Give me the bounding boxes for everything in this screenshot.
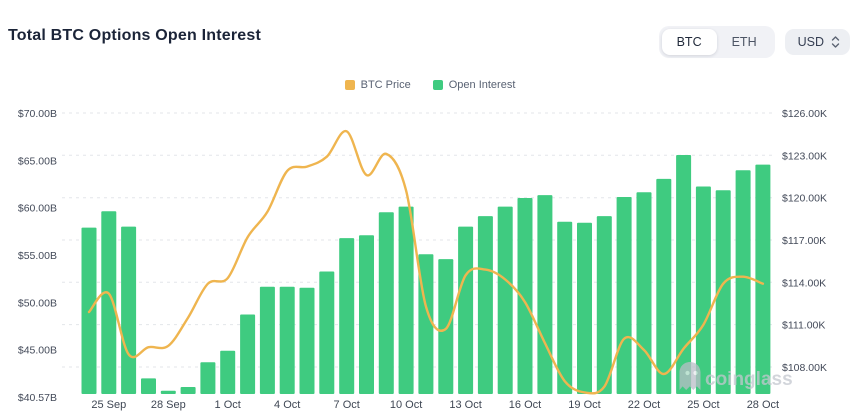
bar[interactable] [695,186,711,395]
x-axis-tick: 1 Oct [215,399,241,411]
x-axis-tick: 25 Oct [687,399,719,411]
left-axis-tick: $40.57B [18,392,57,404]
left-axis-tick: $70.00B [18,108,57,120]
right-axis-tick: $108.00K [782,362,827,374]
x-axis-tick: 16 Oct [509,399,541,411]
chart-controls: BTC ETH USD [658,26,850,58]
right-axis-labels: $126.00K $123.00K $120.00K $117.00K $114.00K… [782,108,827,374]
bar[interactable] [121,226,137,394]
chart-area: coinglass $70.00B $65.00B $60.00B $55.00B $50… [0,100,860,418]
bar[interactable] [398,206,414,394]
bar[interactable] [200,362,216,394]
bar[interactable] [755,164,771,394]
price-line[interactable] [87,130,765,395]
bar[interactable] [279,286,295,394]
left-axis-labels: $70.00B $65.00B $60.00B $55.00B $50.00B $45.0… [18,108,57,404]
left-axis-tick: $55.00B [18,250,57,262]
x-axis-tick: 7 Oct [334,399,360,411]
right-axis-tick: $120.00K [782,193,827,205]
legend-label: BTC Price [360,79,411,91]
x-axis-tick: 25 Sep [91,399,126,411]
bar[interactable] [676,155,692,394]
right-axis-tick: $123.00K [782,150,827,162]
left-axis-tick: $60.00B [18,203,57,215]
x-axis-tick: 19 Oct [568,399,600,411]
bar[interactable] [596,216,612,394]
bar[interactable] [497,206,513,394]
bar[interactable] [339,238,355,394]
bar[interactable] [616,197,632,394]
left-axis-tick: $45.00B [18,345,57,357]
watermark-text: coinglass [705,369,793,390]
bar[interactable] [378,212,394,394]
x-axis-tick: 10 Oct [390,399,422,411]
bar[interactable] [438,259,454,394]
left-axis-tick: $65.00B [18,155,57,167]
legend-item-open-interest[interactable]: Open Interest [432,79,516,91]
toggle-eth[interactable]: ETH [731,35,757,49]
bar[interactable] [359,235,374,394]
bar[interactable] [220,350,236,394]
bar[interactable] [477,216,493,394]
bar[interactable] [735,170,751,394]
right-axis-tick: $111.00K [782,320,825,332]
bar[interactable] [101,211,117,394]
currency-select[interactable]: USD [784,29,850,55]
bar[interactable] [636,192,652,394]
legend-label: Open Interest [448,79,516,91]
sort-chevrons-icon [831,35,840,49]
legend-item-btc-price[interactable]: BTC Price [344,79,411,91]
bar[interactable] [557,221,573,394]
bar[interactable] [458,226,474,394]
currency-label: USD [797,35,824,49]
asset-toggle: BTC ETH [658,26,775,58]
right-axis-tick: $114.00K [782,277,826,289]
bar[interactable] [299,287,315,394]
left-axis-tick: $50.00B [18,297,57,309]
bar[interactable] [656,178,672,394]
toggle-btc[interactable]: BTC [661,29,717,55]
x-axis-tick: 13 Oct [449,399,481,411]
open-interest-swatch [432,80,443,90]
bar[interactable] [715,190,731,394]
bar[interactable] [259,286,275,394]
chart-plot[interactable]: coinglass $70.00B $65.00B $60.00B $55.00B $50… [0,100,860,418]
bar[interactable] [537,195,553,394]
bar[interactable] [577,222,592,394]
btc-price-swatch [344,80,355,90]
bar[interactable] [517,198,533,394]
ghost-icon [679,362,701,390]
x-axis-tick: 22 Oct [628,399,660,411]
chart-legend: BTC Price Open Interest [0,79,860,91]
x-axis-tick: 4 Oct [274,399,300,411]
right-axis-tick: $126.00K [782,108,827,120]
bars-series [81,155,771,395]
x-axis-tick: 28 Oct [747,399,779,411]
x-axis-tick: 28 Sep [151,399,186,411]
bar[interactable] [160,390,176,394]
bar[interactable] [319,271,335,395]
bar[interactable] [141,378,156,394]
watermark: coinglass [679,362,793,390]
bar[interactable] [180,387,196,394]
x-axis-labels: 25 Sep 28 Sep 1 Oct 4 Oct 7 Oct 10 Oct 13 Oct 1… [91,399,779,411]
right-axis-tick: $117.00K [782,235,826,247]
bar[interactable] [240,314,256,395]
page-title: Total BTC Options Open Interest [8,27,262,44]
